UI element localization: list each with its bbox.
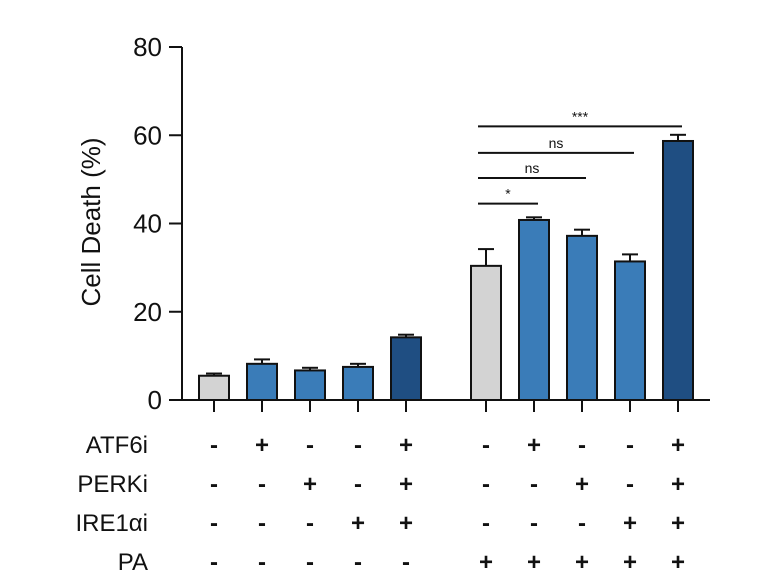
treatment-sign: + [527,549,541,572]
treatment-sign: - [578,432,586,459]
bar [614,260,646,402]
treatment-sign: - [258,510,266,537]
treatment-sign: - [306,432,314,459]
bar [518,218,550,401]
significance-label: * [505,186,511,202]
treatment-table: ATF6i - + - - + - + - - + PERKi - - + - + - - + - + IRE1αi - - - +… [75,432,685,572]
y-tick-label: 0 [148,385,162,415]
treatment-sign: - [482,432,490,459]
treatment-sign: - [210,510,218,537]
treatment-sign: - [258,471,266,498]
y-tick-label: 60 [133,120,162,150]
treatment-sign: + [623,510,637,537]
treatment-sign: - [530,510,538,537]
treatment-sign: - [306,549,314,572]
treatment-label: PERKi [77,471,148,498]
y-tick-label: 40 [133,209,162,239]
treatment-sign: - [530,471,538,498]
treatment-sign: + [399,471,413,498]
treatment-sign: + [671,549,685,572]
treatment-sign: - [482,471,490,498]
treatment-sign: + [255,432,269,459]
treatment-sign: + [479,549,493,572]
treatment-sign: - [354,549,362,572]
treatment-sign: - [626,432,634,459]
bar [198,374,230,402]
bar [342,365,374,401]
treatment-sign: + [575,549,589,572]
treatment-sign: - [210,549,218,572]
treatment-sign: - [402,549,410,572]
treatment-sign: - [482,510,490,537]
x-axis [182,399,710,412]
treatment-sign: - [578,510,586,537]
bar [470,264,502,401]
treatment-sign: - [210,432,218,459]
treatment-sign: + [351,510,365,537]
treatment-label: ATF6i [86,432,148,459]
treatment-sign: + [623,549,637,572]
treatment-sign: - [626,471,634,498]
treatment-label: IRE1αi [75,510,148,537]
treatment-sign: + [399,510,413,537]
bar [662,139,694,402]
treatment-sign: - [210,471,218,498]
treatment-sign: - [258,549,266,572]
bar [390,336,422,401]
treatment-sign: + [399,432,413,459]
y-axis: 0 20 40 60 80 [133,32,183,415]
significance-label: ns [549,135,564,151]
treatment-sign: + [671,510,685,537]
bar [294,369,326,401]
bar [246,362,278,402]
bar [566,234,598,401]
treatment-sign: + [671,432,685,459]
treatment-sign: + [527,432,541,459]
y-axis-label: Cell Death (%) [76,137,106,306]
treatment-sign: + [575,471,589,498]
treatment-sign: - [354,471,362,498]
y-tick-label: 80 [133,32,162,62]
treatment-sign: - [306,510,314,537]
treatment-sign: + [303,471,317,498]
significance-label: *** [572,108,589,124]
treatment-label: PA [118,549,148,572]
treatment-sign: - [354,432,362,459]
treatment-sign: + [671,471,685,498]
significance-label: ns [525,160,540,176]
y-tick-label: 20 [133,297,162,327]
bars [198,133,694,402]
